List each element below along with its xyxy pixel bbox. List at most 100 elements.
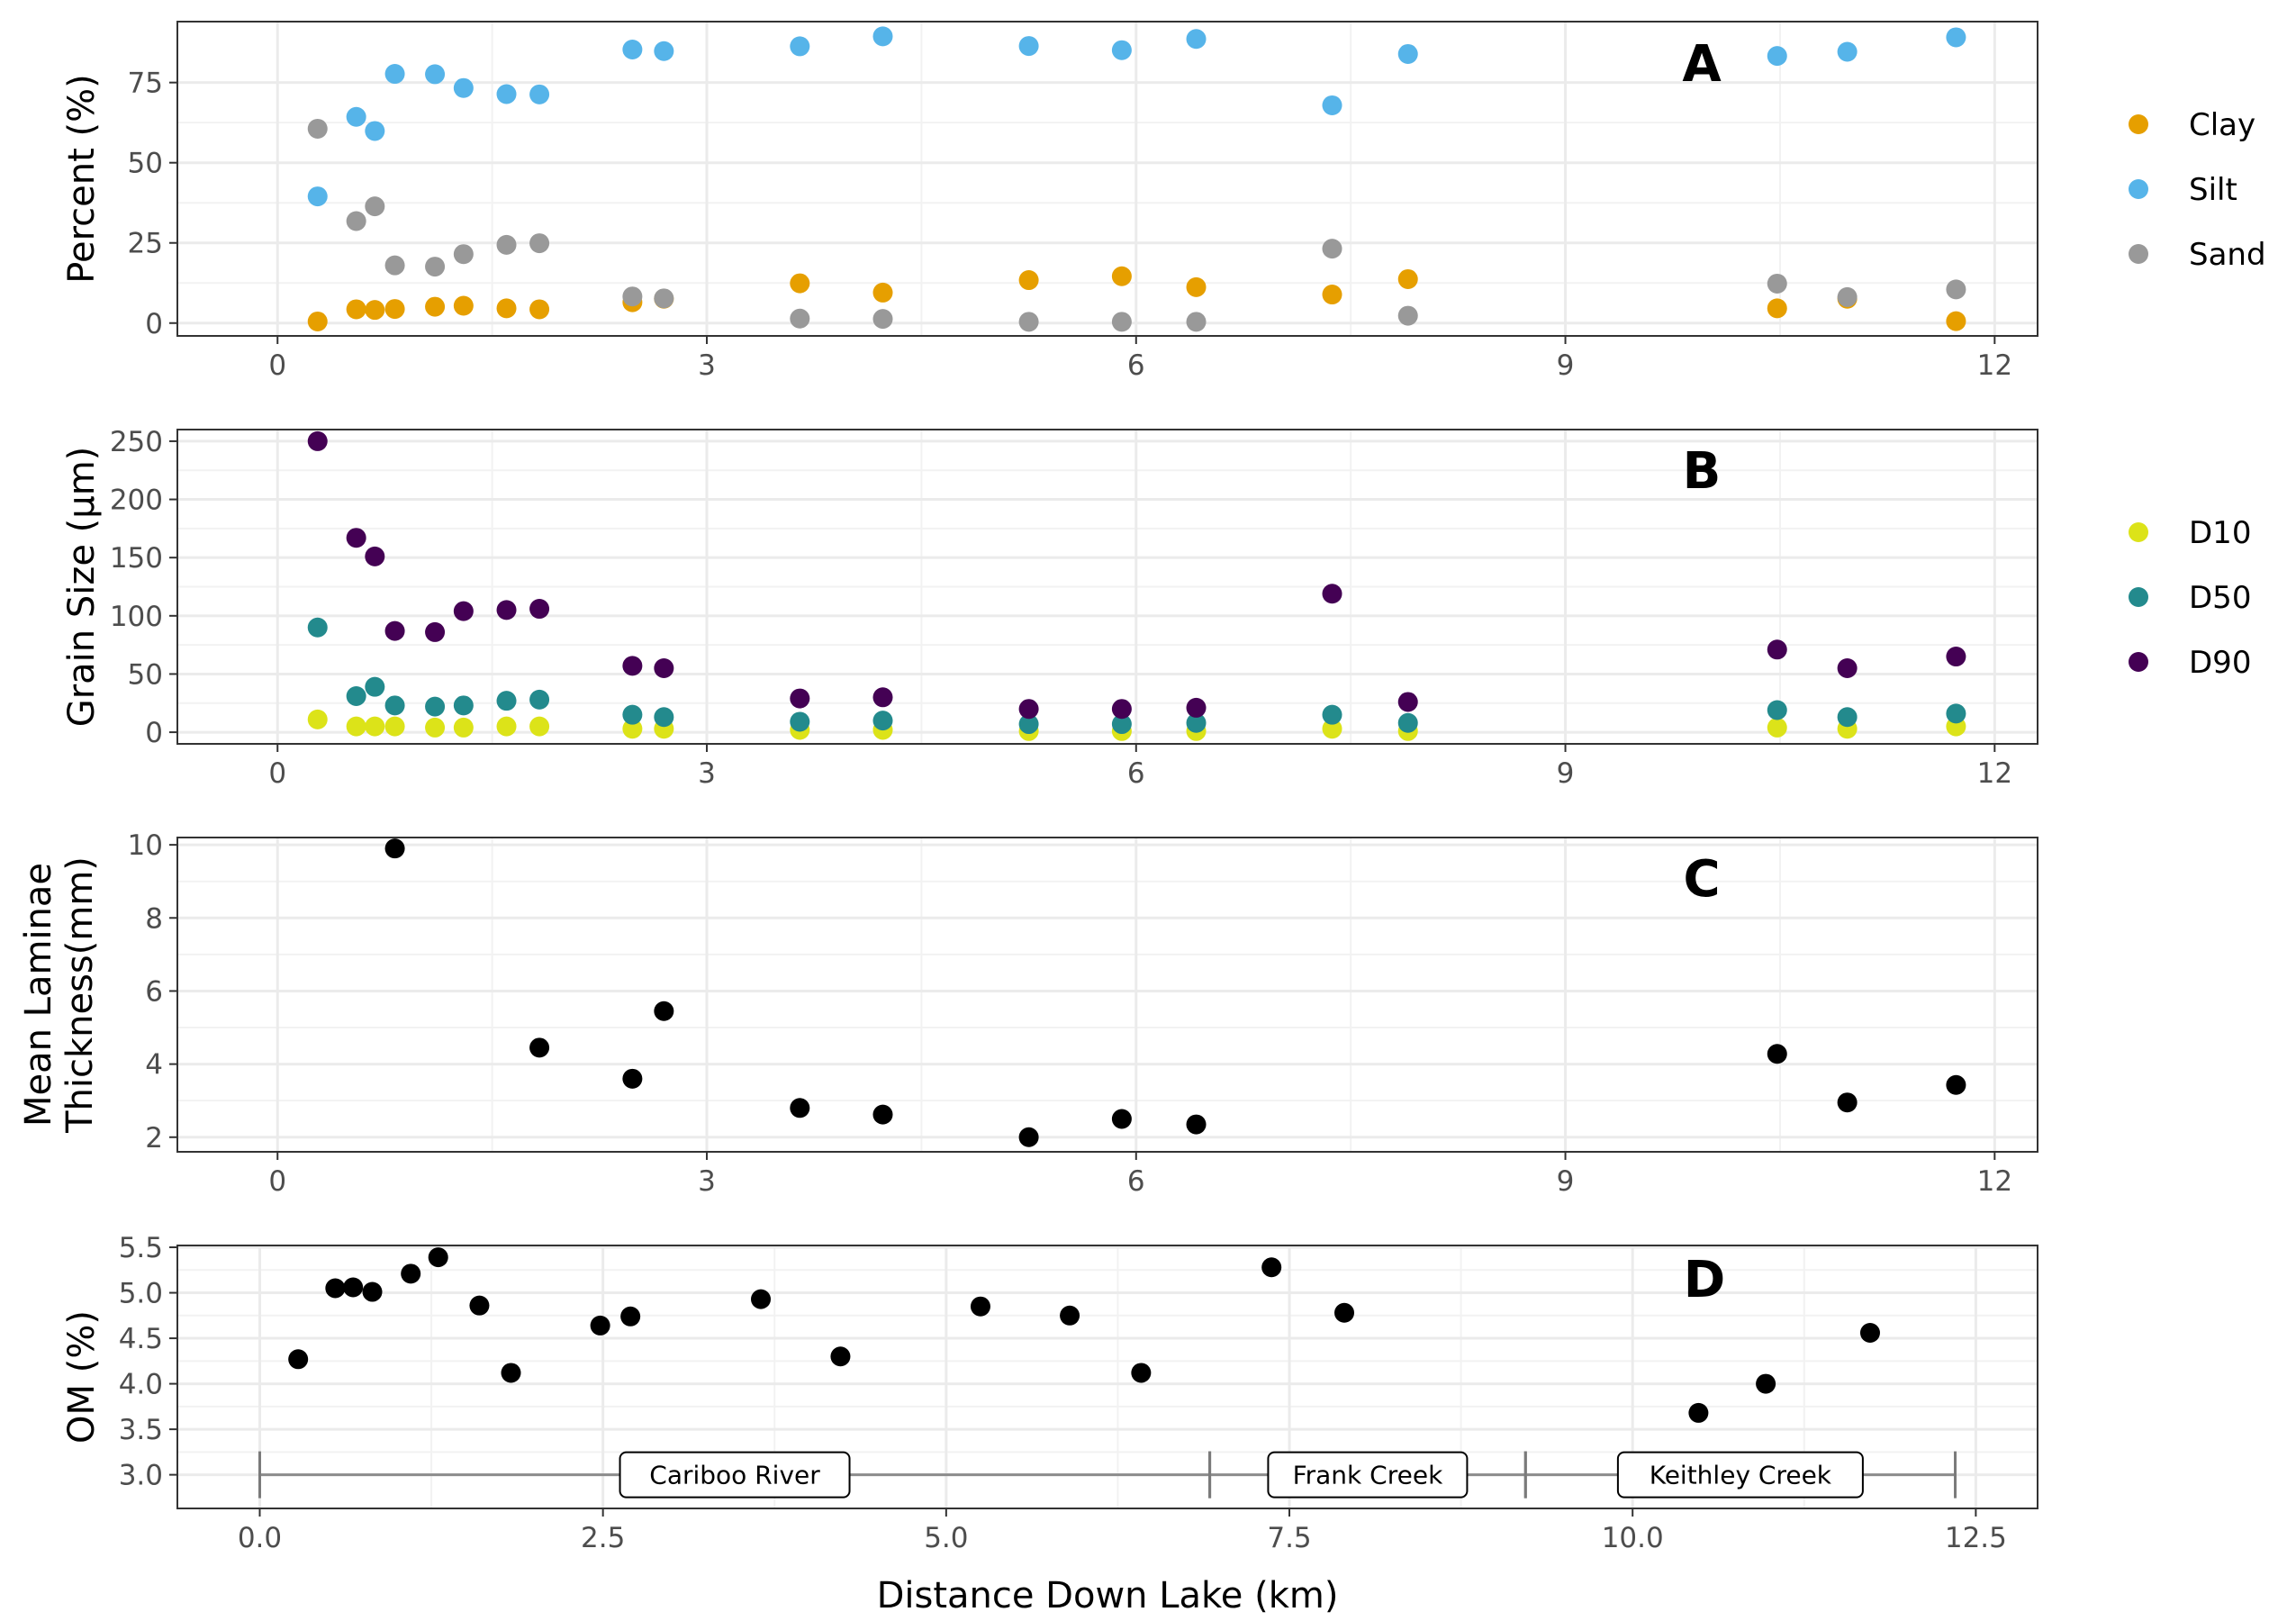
panel-d-point (1334, 1302, 1355, 1323)
panel-c-point (529, 1037, 550, 1058)
panel-c-y-tick-label: 6 (145, 975, 163, 1008)
panel-d-y-tick-label: 5.5 (119, 1232, 163, 1264)
panel-b-point-d90 (529, 599, 550, 620)
panel-d-x-tick-label: 2.5 (581, 1522, 625, 1554)
panel-a-point-silt (496, 84, 517, 104)
panel-b-point-d90 (1397, 692, 1418, 712)
legend-key-clay (2129, 114, 2148, 134)
panel-b-x-tick-label: 0 (268, 757, 286, 790)
panel-a-point-sand (790, 308, 810, 329)
panel-b-point-d50 (453, 695, 474, 716)
panel-a-point-silt (307, 186, 328, 207)
panel-b-point-d90 (346, 528, 366, 548)
panel-b-point-d10 (425, 717, 446, 738)
panel-b-point-d90 (496, 600, 517, 620)
panel-a-point-clay (496, 298, 517, 319)
panel-b-x-tick-label: 3 (698, 757, 716, 790)
panel-c-y-axis-title: Mean LaminaeThickness(mm) (18, 856, 101, 1134)
panel-a-point-clay (1322, 285, 1342, 305)
panel-c-point (872, 1104, 893, 1125)
panel-d-point (1756, 1373, 1776, 1394)
panel-b-point-d90 (872, 687, 893, 708)
panel-a-point-silt (453, 77, 474, 98)
panel-b-point-d90 (1837, 657, 1858, 678)
panel-d-x-tick-label: 12.5 (1945, 1522, 2007, 1554)
panel-d-y-axis-title: OM (%) (61, 1310, 103, 1444)
panel-c-point (384, 838, 405, 859)
panel-a-point-silt (1946, 27, 1966, 48)
panel-a-point-sand (1018, 312, 1039, 332)
legend-key-sand (2129, 244, 2148, 264)
panel-d-x-tick-label: 10.0 (1602, 1522, 1664, 1554)
panel-a-point-clay (1186, 276, 1207, 297)
panel-d-y-tick-label: 3.5 (119, 1414, 163, 1446)
panel-c-y-tick-label: 10 (128, 829, 163, 862)
panel-a-point-silt (1018, 36, 1039, 57)
legend-label-d90: D90 (2189, 645, 2251, 681)
panel-b-letter: B (1683, 442, 1722, 501)
panel-c-point (1111, 1109, 1132, 1129)
panel-b-y-tick-label: 100 (110, 601, 163, 633)
panel-c-x-tick-label: 9 (1557, 1165, 1575, 1198)
panel-d-x-tick-label: 5.0 (924, 1522, 968, 1554)
legend-key-d50 (2129, 587, 2148, 607)
legend-label-clay: Clay (2189, 107, 2255, 143)
panel-a-point-sand (1397, 305, 1418, 326)
panel-a-x-tick-label: 3 (698, 349, 716, 382)
panel-d-x-tick-label: 7.5 (1267, 1522, 1311, 1554)
panel-b-point-d50 (622, 704, 643, 725)
panel-a-point-sand (453, 244, 474, 265)
panel-a-point-clay (365, 300, 385, 321)
panel-a-y-axis-title: Percent (%) (61, 74, 103, 283)
panel-d-point (428, 1247, 448, 1268)
panel-a-y-tick-label: 50 (128, 148, 163, 180)
panel-b-x-tick-label: 12 (1977, 757, 2012, 790)
panel-b-legend: D10 D50 D90 (2129, 515, 2251, 681)
panel-c-letter: C (1683, 850, 1720, 909)
panel-b-point-d90 (1767, 639, 1787, 660)
panel-a-point-clay (384, 299, 405, 320)
panel-d-border (176, 1245, 2038, 1509)
panel-b-point-d10 (365, 716, 385, 737)
panel-b-y-tick-label: 0 (145, 717, 163, 749)
panel-c-x-tick-label: 6 (1127, 1165, 1145, 1198)
panel-a-point-sand (1837, 286, 1858, 307)
panel-d-point (401, 1263, 421, 1284)
panel-b-point-d90 (1322, 584, 1342, 604)
panel-d-point (830, 1346, 851, 1367)
panel-d-point (343, 1277, 364, 1298)
panel-b-point-d10 (1767, 717, 1787, 738)
panel-b-y-axis-title: Grain Size (µm) (61, 447, 103, 728)
segment-label-box (619, 1451, 851, 1499)
panel-a-point-clay (425, 296, 446, 317)
panel-b-point-d90 (1186, 697, 1207, 718)
panel-a-point-sand (1186, 312, 1207, 332)
panel-b-point-d50 (1322, 704, 1342, 725)
segment-label: Frank Creek (1293, 1461, 1444, 1490)
panel-c-point (622, 1068, 643, 1089)
panel-a-point-clay (346, 299, 366, 320)
panel-a-point-sand (346, 211, 366, 231)
panel-b-point-d90 (1946, 647, 1966, 667)
panel-d-point (1060, 1305, 1080, 1326)
panel-b-point-d10 (529, 716, 550, 737)
panel-b-point-d50 (365, 676, 385, 697)
panel-d-point (1688, 1402, 1709, 1423)
panel-c-x-tick-label: 12 (1977, 1165, 2012, 1198)
panel-a-point-sand (425, 257, 446, 277)
panel-a-x-tick-label: 6 (1127, 349, 1145, 382)
panel-a-point-silt (1397, 43, 1418, 64)
panel-b-point-d50 (384, 695, 405, 716)
panel-d-x-tick-label: 0.0 (238, 1522, 282, 1554)
panel-a-x-tick-label: 9 (1557, 349, 1575, 382)
panel-a-point-silt (529, 84, 550, 104)
panel-a-x-tick-label: 0 (268, 349, 286, 382)
panel-a-point-sand (1322, 239, 1342, 259)
panel-b-point-d50 (1018, 714, 1039, 735)
legend-key-d10 (2129, 522, 2148, 542)
panel-d-point (1261, 1257, 1282, 1278)
panel-a-point-silt (654, 41, 674, 61)
panel-a-point-silt (1186, 29, 1207, 50)
panel-b-point-d50 (1946, 703, 1966, 724)
